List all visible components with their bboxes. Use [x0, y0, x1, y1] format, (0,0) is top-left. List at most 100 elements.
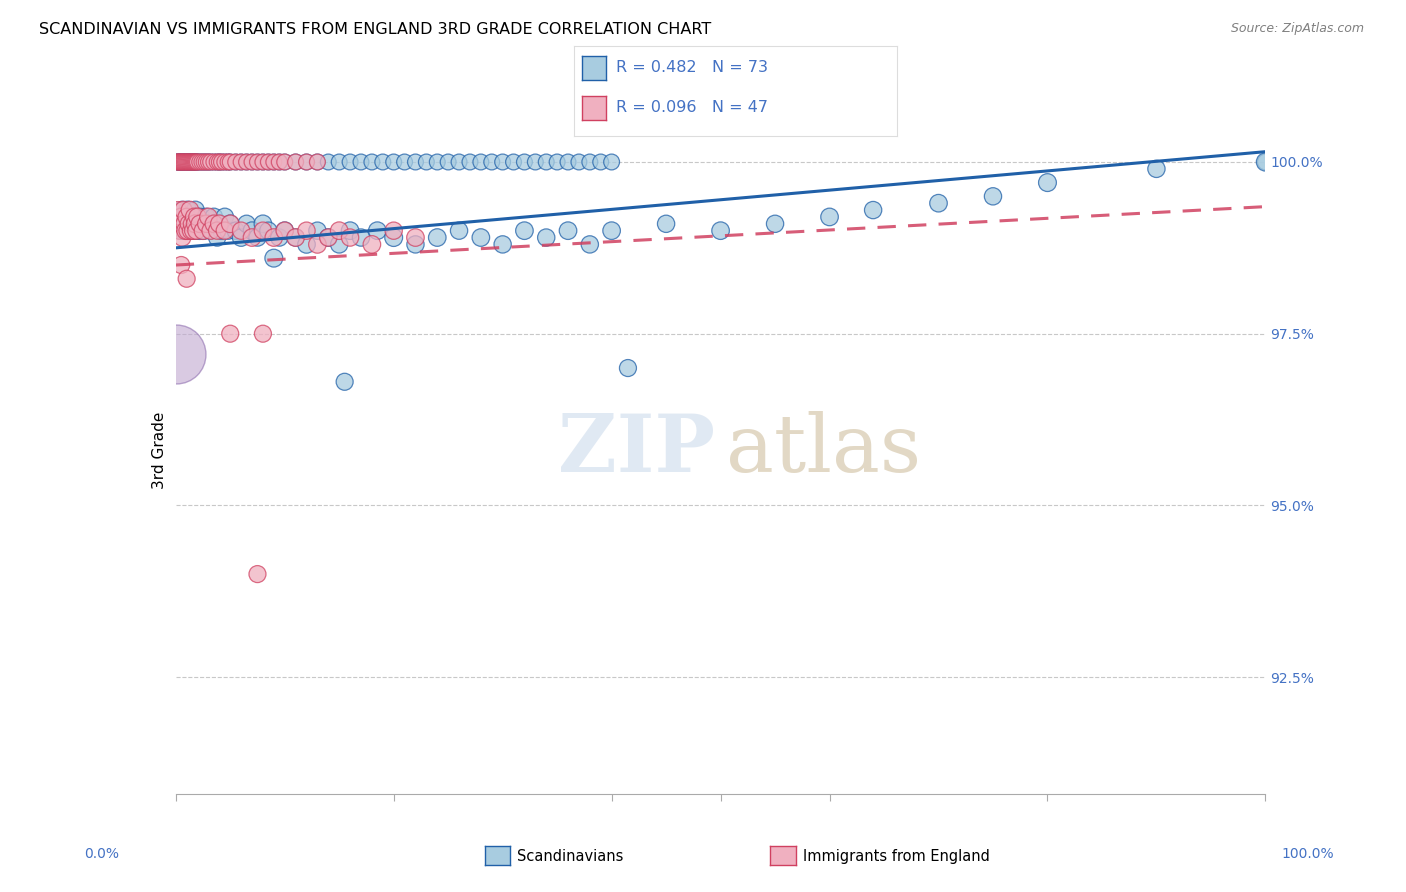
Point: [176, 210, 198, 224]
Point: [557, 224, 579, 238]
Point: [186, 155, 208, 169]
Point: [600, 224, 623, 238]
Point: [405, 155, 427, 169]
Point: [167, 217, 190, 231]
Point: [382, 224, 405, 238]
Point: [172, 230, 194, 244]
Point: [339, 230, 361, 244]
Point: [174, 155, 197, 169]
Point: [169, 224, 191, 238]
Point: [470, 230, 492, 244]
Point: [818, 210, 841, 224]
Point: [284, 230, 307, 244]
Point: [763, 217, 786, 231]
Point: [167, 224, 190, 238]
Point: [225, 155, 247, 169]
Point: [183, 155, 205, 169]
Point: [263, 230, 285, 244]
Point: [176, 155, 198, 169]
Text: R = 0.096   N = 47: R = 0.096 N = 47: [616, 100, 768, 114]
Point: [200, 155, 222, 169]
Text: 0.0%: 0.0%: [84, 847, 118, 861]
Point: [307, 224, 329, 238]
Point: [197, 217, 219, 231]
Point: [170, 155, 193, 169]
Point: [263, 155, 285, 169]
Point: [240, 155, 263, 169]
Point: [257, 155, 280, 169]
Point: [174, 155, 197, 169]
Point: [172, 155, 194, 169]
Point: [183, 217, 205, 231]
Point: [184, 203, 207, 218]
Point: [181, 210, 204, 224]
Point: [202, 217, 225, 231]
Point: [862, 203, 884, 218]
Point: [225, 155, 247, 169]
Point: [481, 155, 503, 169]
Point: [200, 155, 222, 169]
Point: [205, 224, 228, 238]
Point: [167, 203, 190, 218]
Point: [240, 230, 263, 244]
Text: Scandinavians: Scandinavians: [517, 849, 624, 863]
Point: [579, 155, 602, 169]
Point: [179, 203, 201, 218]
Point: [513, 155, 536, 169]
Point: [172, 155, 194, 169]
Point: [217, 224, 239, 238]
Text: ZIP: ZIP: [558, 411, 716, 490]
Point: [176, 224, 198, 238]
Point: [188, 224, 211, 238]
Point: [191, 155, 214, 169]
Point: [190, 210, 212, 224]
Point: [257, 224, 280, 238]
Point: [426, 230, 449, 244]
Point: [295, 224, 318, 238]
Text: R = 0.482   N = 73: R = 0.482 N = 73: [616, 61, 768, 75]
Point: [252, 155, 274, 169]
Point: [174, 224, 197, 238]
Point: [176, 155, 198, 169]
Point: [191, 217, 214, 231]
Point: [172, 224, 194, 238]
Point: [235, 155, 257, 169]
Point: [197, 210, 219, 224]
Point: [269, 155, 291, 169]
Point: [295, 155, 318, 169]
Point: [183, 210, 205, 224]
Point: [177, 155, 200, 169]
Point: [173, 155, 195, 169]
Point: [195, 155, 218, 169]
Point: [165, 347, 187, 361]
Point: [183, 155, 205, 169]
Point: [181, 155, 204, 169]
Point: [513, 224, 536, 238]
Point: [202, 155, 225, 169]
Point: [173, 155, 195, 169]
Point: [426, 155, 449, 169]
Point: [246, 155, 269, 169]
Point: [318, 230, 340, 244]
Point: [193, 155, 215, 169]
Point: [188, 217, 211, 231]
Point: [295, 155, 318, 169]
Point: [263, 155, 285, 169]
Point: [1254, 155, 1277, 169]
Point: [180, 224, 202, 238]
Point: [274, 224, 297, 238]
Point: [295, 237, 318, 252]
Point: [382, 155, 405, 169]
Point: [176, 272, 198, 286]
Point: [235, 155, 257, 169]
Point: [502, 155, 524, 169]
Point: [333, 375, 356, 389]
Point: [284, 155, 307, 169]
Point: [274, 155, 297, 169]
Point: [240, 155, 263, 169]
Point: [188, 155, 211, 169]
Point: [546, 155, 568, 169]
Point: [169, 155, 191, 169]
Point: [167, 155, 190, 169]
Point: [197, 155, 219, 169]
